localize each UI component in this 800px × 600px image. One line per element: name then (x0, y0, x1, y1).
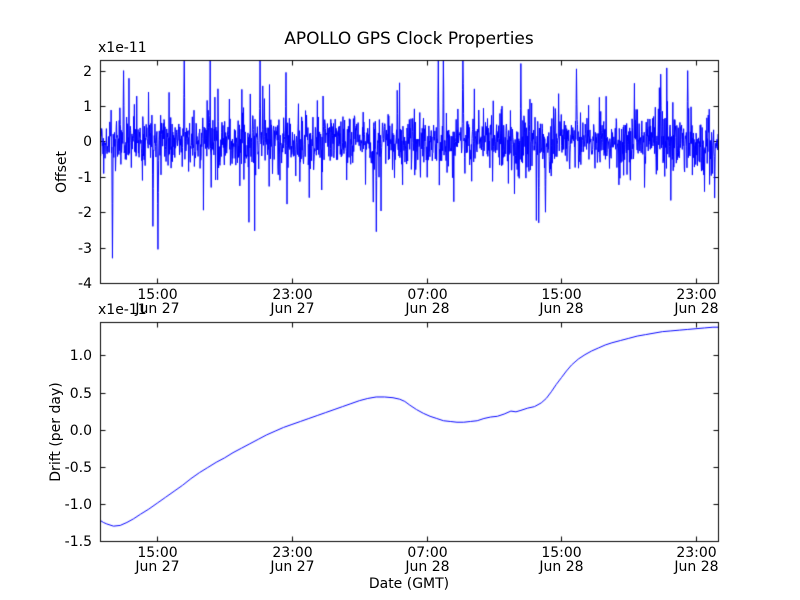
y-tick-label: -0.5 (64, 459, 92, 476)
y-tick-label: 1 (83, 98, 92, 115)
x-tick-time-label: 15:00 (137, 287, 178, 303)
x-tick-date-label: Jun 27 (270, 559, 315, 575)
x-tick-date-label: Jun 27 (135, 301, 180, 317)
x-tick-date-label: Jun 28 (674, 301, 719, 317)
x-tick-date-label: Jun 28 (674, 559, 719, 575)
drift-plot-area (100, 322, 718, 541)
y-tick-label: 1.0 (69, 347, 92, 364)
y-tick-label: 0.0 (69, 422, 92, 439)
x-tick-time-label: 23:00 (272, 287, 313, 303)
offset-plot-area (100, 60, 718, 283)
y-tick-label: 0 (83, 133, 92, 150)
offset-scale-label: x1e-11 (98, 40, 147, 56)
y-tick-label: -1.0 (64, 496, 92, 513)
y-tick-label: 0.5 (69, 385, 92, 402)
y-tick-label: -1.5 (64, 533, 92, 550)
x-tick-time-label: 15:00 (541, 545, 582, 561)
x-tick-time-label: 23:00 (676, 545, 717, 561)
y-tick-label: -4 (78, 275, 92, 292)
y-tick-label: -3 (78, 240, 92, 257)
x-tick-date-label: Jun 28 (405, 301, 450, 317)
x-tick-time-label: 23:00 (272, 545, 313, 561)
x-tick-date-label: Jun 28 (539, 301, 584, 317)
x-tick-time-label: 15:00 (137, 545, 178, 561)
x-tick-date-label: Jun 28 (539, 559, 584, 575)
x-tick-time-label: 15:00 (541, 287, 582, 303)
x-tick-time-label: 07:00 (407, 545, 448, 561)
x-tick-date-label: Jun 28 (405, 559, 450, 575)
y-tick-label: -2 (78, 204, 92, 221)
y-tick-label: 2 (83, 63, 92, 80)
y-tick-label: -1 (78, 169, 92, 186)
drift-scale-label: x1e-11 (98, 302, 147, 318)
x-tick-time-label: 07:00 (407, 287, 448, 303)
x-tick-date-label: Jun 27 (135, 559, 180, 575)
x-tick-date-label: Jun 27 (270, 301, 315, 317)
date-axis-label: Date (GMT) (368, 576, 450, 592)
figure-title: APOLLO GPS Clock Properties (284, 29, 534, 49)
x-tick-time-label: 23:00 (676, 287, 717, 303)
